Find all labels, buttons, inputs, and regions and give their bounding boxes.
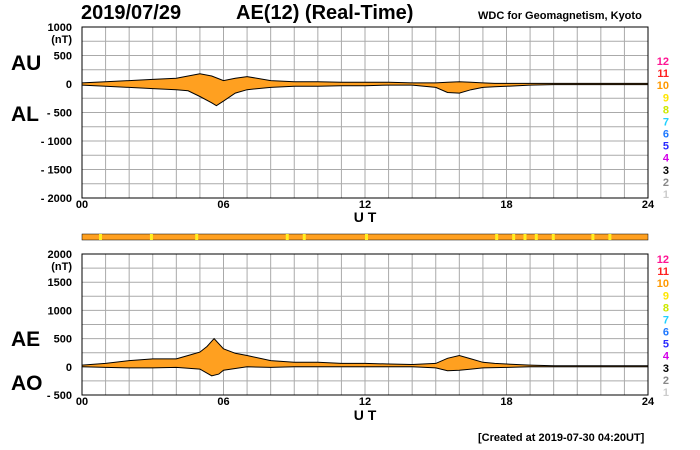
panel1-ytick-label: 500 — [54, 51, 72, 63]
station-band-highlight — [591, 234, 595, 240]
panel2-ytick-label: 1000 — [48, 305, 72, 317]
legend-station-5: 5 — [663, 141, 669, 153]
legend-station-11: 11 — [657, 68, 669, 80]
panel2-xtick-label: 12 — [359, 396, 371, 408]
panel2-ytick-label: 500 — [54, 334, 72, 346]
panel1-xtick-label: 24 — [642, 199, 655, 211]
station-band-highlight — [495, 234, 499, 240]
panel1-unit-label: (nT) — [51, 34, 72, 46]
legend-station-1: 1 — [663, 387, 669, 399]
station-band-highlight — [365, 234, 368, 240]
panel2-ytick-label: 2000 — [48, 249, 72, 261]
legend-station-12: 12 — [657, 254, 669, 266]
legend-station-11: 11 — [657, 266, 669, 278]
station-band-highlight — [302, 234, 306, 240]
legend-station-9: 9 — [663, 92, 669, 104]
panel1-ytick-label: - 500 — [47, 108, 72, 120]
legend-station-6: 6 — [663, 129, 669, 141]
panel1-ytick-label: - 1500 — [41, 165, 72, 177]
station-band-highlight — [551, 234, 555, 240]
panel1-upper-label: AU — [11, 52, 42, 75]
panel1-ytick-label: - 2000 — [41, 193, 72, 205]
panel1-xaxis-title: U T — [354, 209, 377, 225]
series-al-line — [81, 84, 648, 107]
station-band-highlight — [195, 234, 199, 240]
legend-station-8: 8 — [663, 104, 669, 116]
legend-station-2: 2 — [663, 177, 669, 189]
legend-station-3: 3 — [663, 363, 669, 375]
panel2-xtick-label: 00 — [76, 396, 88, 408]
legend-station-10: 10 — [657, 80, 669, 92]
panel1-frame — [81, 26, 649, 199]
station-band-highlight — [98, 234, 102, 240]
legend-station-3: 3 — [663, 165, 669, 177]
header-source: WDC for Geomagnetism, Kyoto — [478, 10, 642, 22]
legend-station-6: 6 — [663, 327, 669, 339]
panel2-upper-label: AE — [11, 328, 41, 351]
series-ao-line — [81, 366, 648, 377]
station-band-highlight — [149, 234, 153, 240]
panel1-area-fill — [82, 73, 648, 106]
station-band-highlight — [608, 234, 612, 240]
panel2-ytick-label: 1500 — [48, 277, 72, 289]
panel2-unit-label: (nT) — [51, 261, 72, 273]
legend-station-9: 9 — [663, 290, 669, 302]
legend-station-8: 8 — [663, 302, 669, 314]
panel2-ytick-label: - 500 — [47, 390, 72, 402]
legend-station-10: 10 — [657, 278, 669, 290]
panel2-area-fill — [82, 338, 648, 376]
station-band-highlight — [523, 234, 527, 240]
panel1-xtick-label: 12 — [359, 199, 371, 211]
panel2-lower-label: AO — [11, 372, 43, 395]
header-date: 2019/07/29 — [81, 2, 182, 24]
panel1-ytick-label: - 1000 — [41, 136, 72, 148]
panel2-xtick-label: 06 — [217, 396, 229, 408]
legend-station-7: 7 — [663, 314, 669, 326]
panel2-ytick-label: 0 — [66, 362, 72, 374]
legend-station-2: 2 — [663, 375, 669, 387]
header-title: AE(12) (Real-Time) — [236, 2, 414, 24]
panel1-lower-label: AL — [11, 103, 39, 126]
legend-station-7: 7 — [663, 116, 669, 128]
panel1-xtick-label: 00 — [76, 199, 88, 211]
panel1-xtick-label: 18 — [500, 199, 512, 211]
panel2-frame — [81, 253, 649, 396]
series-au-line — [81, 73, 648, 84]
created-timestamp: [Created at 2019-07-30 04:20UT] — [478, 432, 645, 444]
series-ae-line — [81, 337, 648, 367]
panel2-xtick-label: 18 — [500, 396, 512, 408]
legend-station-4: 4 — [663, 153, 670, 165]
panel2-xaxis-title: U T — [354, 407, 377, 423]
station-band-highlight — [285, 234, 289, 240]
legend-station-4: 4 — [663, 351, 670, 363]
legend-station-12: 12 — [657, 56, 669, 68]
panel1-ytick-label: 0 — [66, 79, 72, 91]
panel1-xtick-label: 06 — [217, 199, 229, 211]
panel1-ytick-label: 1000 — [48, 22, 72, 34]
legend-station-1: 1 — [663, 189, 669, 201]
panel2-xtick-label: 24 — [642, 396, 655, 408]
station-band-highlight — [534, 234, 538, 240]
station-band-highlight — [512, 234, 516, 240]
legend-station-5: 5 — [663, 339, 669, 351]
